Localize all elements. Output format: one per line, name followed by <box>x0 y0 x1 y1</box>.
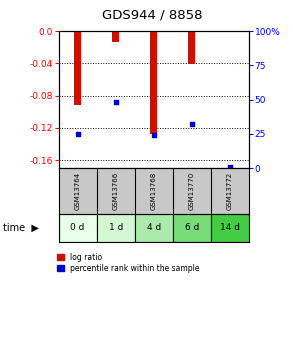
Bar <box>59 214 97 242</box>
Legend: log ratio, percentile rank within the sample: log ratio, percentile rank within the sa… <box>57 252 201 274</box>
Bar <box>135 214 173 242</box>
Text: GSM13766: GSM13766 <box>113 172 119 210</box>
Point <box>228 164 232 170</box>
Bar <box>150 31 157 135</box>
Text: 6 d: 6 d <box>185 223 199 232</box>
Bar <box>226 31 234 32</box>
Bar <box>173 214 211 242</box>
Point <box>190 122 194 127</box>
Text: GSM13764: GSM13764 <box>75 172 81 210</box>
Bar <box>112 31 119 42</box>
Bar <box>74 31 81 105</box>
Text: 14 d: 14 d <box>220 223 240 232</box>
Text: time  ▶: time ▶ <box>3 223 39 233</box>
Text: 1 d: 1 d <box>108 223 123 232</box>
Bar <box>97 214 135 242</box>
Text: GSM13768: GSM13768 <box>151 172 157 210</box>
Text: 4 d: 4 d <box>147 223 161 232</box>
Point <box>75 131 80 137</box>
Bar <box>188 31 195 64</box>
Text: GDS944 / 8858: GDS944 / 8858 <box>102 9 203 22</box>
Point <box>113 100 118 105</box>
Text: 0 d: 0 d <box>70 223 85 232</box>
Text: GSM13770: GSM13770 <box>189 172 195 210</box>
Text: GSM13772: GSM13772 <box>227 172 233 210</box>
Bar <box>211 214 249 242</box>
Point <box>151 132 156 138</box>
